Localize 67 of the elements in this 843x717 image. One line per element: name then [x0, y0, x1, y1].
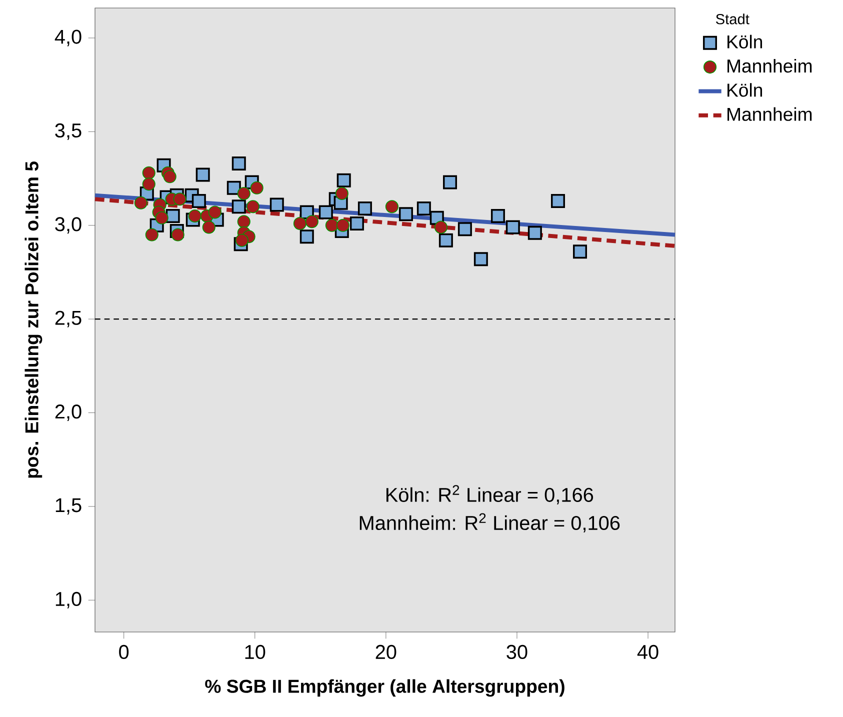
point [325, 218, 338, 232]
point [196, 168, 210, 182]
point [336, 218, 350, 232]
point [572, 244, 587, 259]
x-tick-label: 10 [245, 644, 266, 660]
point [398, 207, 413, 222]
point [208, 206, 222, 219]
point [270, 198, 284, 212]
point [145, 228, 158, 242]
point [142, 178, 156, 191]
point [166, 208, 180, 223]
annotation: Mannheim: R$^{2}$ Linear = 0,106 [360, 513, 620, 532]
point [490, 208, 505, 223]
point [173, 192, 186, 206]
point [434, 220, 448, 234]
legend-label: Köln [728, 34, 762, 48]
point [550, 194, 565, 208]
y-tick-label: 1,5 [56, 498, 82, 515]
legend-label: Mannheim [728, 107, 812, 121]
x-tick-label: 30 [506, 644, 528, 660]
point [358, 201, 372, 216]
point [350, 216, 364, 230]
y-tick-label: 2,5 [55, 310, 82, 328]
point [335, 186, 348, 200]
y-axis-title: pos. Einstellung zur Polizei o.Item 5 [24, 162, 42, 478]
point [443, 175, 458, 190]
point [171, 228, 184, 242]
annotation: Köln: R$^{2}$ Linear = 0,166 [386, 485, 594, 504]
point [528, 226, 542, 240]
point [250, 181, 264, 194]
x-tick-label: 40 [637, 644, 658, 660]
point [438, 233, 453, 248]
x-tick-label: 20 [376, 644, 396, 660]
legend-title: Stadt [716, 14, 750, 24]
point [232, 156, 246, 171]
y-tick-label: 3,5 [55, 123, 82, 140]
point [188, 209, 202, 223]
point [237, 215, 250, 228]
legend-label: Köln [728, 83, 762, 97]
point [134, 196, 148, 210]
point [474, 252, 488, 266]
point [237, 186, 250, 200]
point [235, 234, 248, 247]
y-tick-label: 1,0 [56, 592, 82, 608]
point [385, 200, 398, 214]
point [300, 230, 314, 244]
y-tick-label: 4,0 [54, 30, 82, 46]
point [506, 220, 520, 234]
y-tick-label: 2,0 [55, 404, 82, 421]
point [232, 200, 246, 214]
point [192, 194, 206, 208]
point [416, 201, 431, 216]
y-tick-label: 3,0 [55, 217, 82, 234]
point [293, 216, 306, 230]
point [163, 170, 176, 184]
point [336, 173, 351, 188]
point [305, 215, 318, 228]
legend-label: Mannheim [728, 58, 812, 73]
point [458, 222, 472, 236]
x-axis-title: % SGB II Empfänger (alle Altersgruppen) [205, 679, 564, 697]
point [142, 166, 156, 180]
point [226, 180, 241, 195]
point [246, 200, 260, 214]
point [202, 220, 216, 234]
x-tick-label: 0 [119, 644, 129, 660]
point [155, 211, 168, 224]
point [318, 205, 333, 220]
